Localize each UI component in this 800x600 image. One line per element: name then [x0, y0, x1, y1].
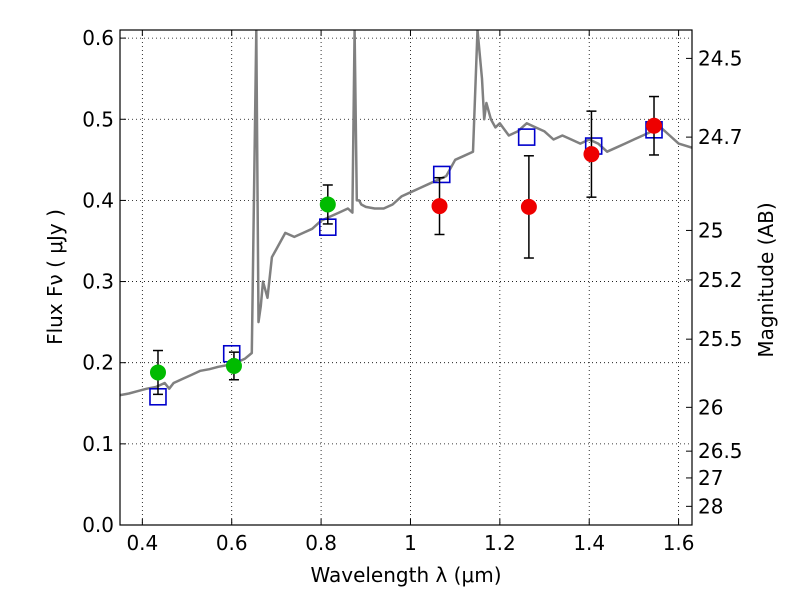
red-data-point	[520, 198, 537, 215]
y-tick-label: 0.1	[82, 432, 114, 456]
x-tick-label: 1.2	[484, 531, 516, 555]
y-tick-label: 0.6	[82, 26, 114, 50]
y2-axis-ticks: 24.5 24.7 25 25.2 25.5 26 26.5 27 28	[686, 46, 743, 518]
x-tick-label: 1.4	[573, 531, 605, 555]
y-tick-label: 0.2	[82, 351, 114, 375]
spectrum-line	[120, 30, 692, 397]
y2-tick-label: 24.7	[698, 125, 743, 149]
y2-axis-title: Magnitude (AB)	[754, 202, 778, 357]
green-data-point	[319, 196, 336, 213]
y2-tick-label: 24.5	[698, 46, 743, 70]
photometry-points	[149, 95, 663, 406]
x-axis-ticks: 0.4 0.6 0.8 1 1.2 1.4 1.6	[126, 30, 695, 555]
y2-tick-label: 27	[698, 466, 723, 490]
y2-tick-label: 25.2	[698, 268, 743, 292]
model-spectrum	[120, 30, 692, 397]
x-tick-label: 0.8	[305, 531, 337, 555]
green-data-point	[149, 364, 166, 381]
y-tick-label: 0.0	[82, 513, 114, 537]
green-data-point	[225, 357, 242, 374]
x-tick-label: 1.6	[663, 531, 695, 555]
y-tick-label: 0.4	[82, 188, 114, 212]
x-tick-label: 0.4	[126, 531, 158, 555]
y2-tick-label: 26.5	[698, 439, 743, 463]
model-square-point	[517, 128, 536, 146]
y2-tick-label: 28	[698, 494, 723, 518]
y-axis-title: Flux Fν ( μJy )	[43, 209, 67, 345]
y-tick-label: 0.3	[82, 270, 114, 294]
red-data-point	[646, 117, 663, 134]
y2-tick-label: 25.5	[698, 327, 743, 351]
x-tick-label: 1	[404, 531, 417, 555]
red-data-point	[583, 146, 600, 163]
y2-tick-label: 25	[698, 218, 723, 242]
y-tick-label: 0.5	[82, 107, 114, 131]
x-axis-title: Wavelength λ (μm)	[310, 563, 501, 587]
red-data-point	[431, 198, 448, 215]
plot-frame	[119, 29, 693, 526]
grid-lines	[120, 30, 692, 526]
x-tick-label: 0.6	[216, 531, 248, 555]
y-axis-ticks: 0.0 0.1 0.2 0.3 0.4 0.5 0.6	[82, 26, 126, 537]
y2-tick-label: 26	[698, 395, 723, 419]
model-square-point	[432, 165, 451, 184]
